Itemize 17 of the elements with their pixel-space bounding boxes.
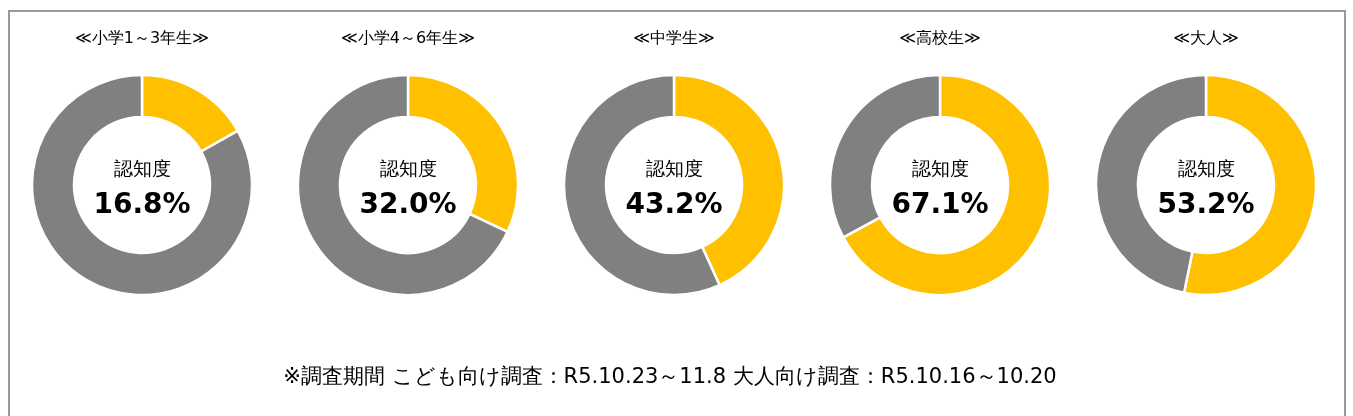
chart-title: ≪小学1～3年生≫ xyxy=(75,28,209,47)
text: 認知度 xyxy=(911,157,969,179)
text: 67.1% xyxy=(891,187,989,220)
text: 53.2% xyxy=(1157,187,1255,220)
chart-title: ≪高校生≫ xyxy=(899,28,981,47)
text: 認知度 xyxy=(1177,157,1235,179)
text: 16.8% xyxy=(93,187,191,220)
text: 43.2% xyxy=(625,187,723,220)
text: 認知度 xyxy=(113,157,171,179)
donut-slice xyxy=(30,73,254,297)
text: 32.0% xyxy=(359,187,457,220)
text: ※調査期間 こども向け調査：R5.10.23～11.8 大人向け調査：R5.10.16～10.20 xyxy=(283,364,1057,388)
chart-title: ≪小学4～6年生≫ xyxy=(341,28,475,47)
text: 認知度 xyxy=(645,157,703,179)
chart-title: ≪大人≫ xyxy=(1173,28,1239,47)
text: 認知度 xyxy=(379,157,437,179)
chart-title: ≪中学生≫ xyxy=(633,28,715,47)
